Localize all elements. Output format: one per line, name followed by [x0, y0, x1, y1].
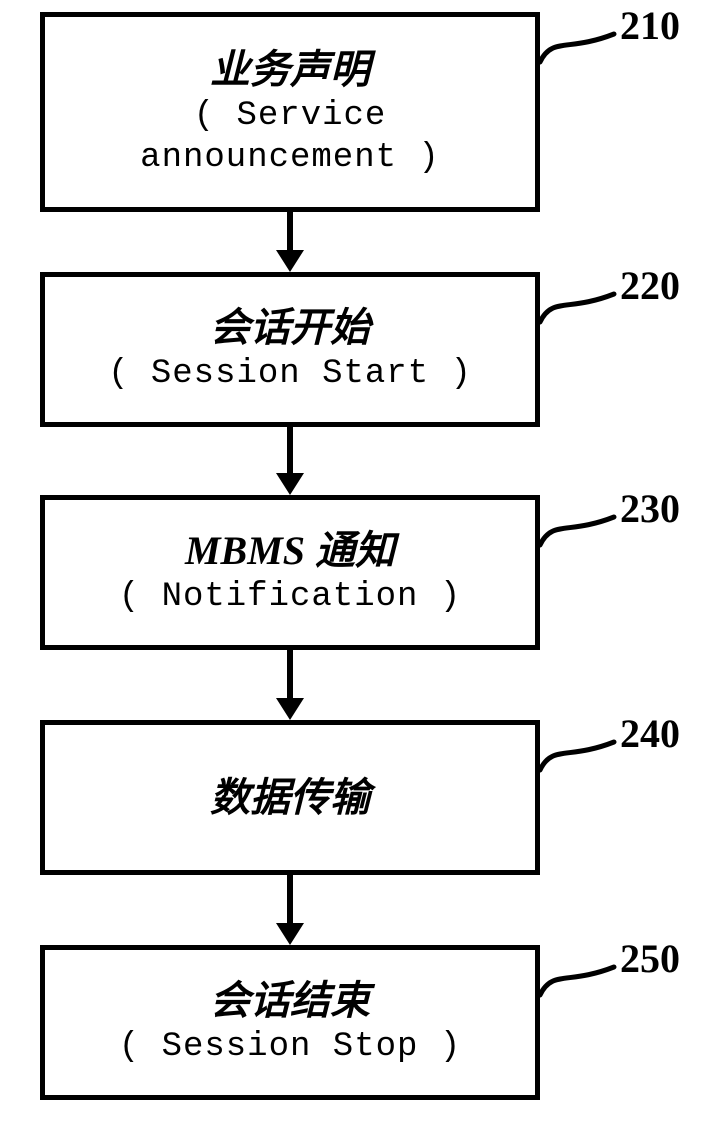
data-transfer-label-cn: 数据传输 — [210, 773, 370, 823]
service-announcement-label-cn: 业务声明 — [210, 45, 370, 95]
session-stop-label-cn: 会话结束 — [210, 976, 370, 1026]
data-transfer-ref: 240 — [620, 710, 680, 757]
arrow-3-shaft — [287, 650, 293, 698]
session-stop-box: 会话结束( Session Stop ) — [40, 945, 540, 1100]
session-stop-ref: 250 — [620, 935, 680, 982]
mbms-notification-label-cn: MBMS 通知 — [185, 526, 395, 576]
mbms-notification-label-en-0: ( Notification ) — [119, 576, 461, 619]
session-start-label-cn: 会话开始 — [210, 303, 370, 353]
data-transfer-box: 数据传输 — [40, 720, 540, 875]
arrow-2-head — [276, 473, 304, 495]
arrow-1-head — [276, 250, 304, 272]
arrow-2-shaft — [287, 427, 293, 473]
service-announcement-label-en-0: ( Service — [194, 95, 387, 138]
arrow-3-head — [276, 698, 304, 720]
service-announcement-ref: 210 — [620, 2, 680, 49]
session-stop-label-en-0: ( Session Stop ) — [119, 1026, 461, 1069]
session-start-box: 会话开始( Session Start ) — [40, 272, 540, 427]
arrow-1-shaft — [287, 212, 293, 250]
session-start-label-en-0: ( Session Start ) — [108, 353, 472, 396]
service-announcement-label-en-1: announcement ) — [140, 137, 440, 180]
arrow-4-shaft — [287, 875, 293, 923]
mbms-notification-box: MBMS 通知( Notification ) — [40, 495, 540, 650]
mbms-notification-ref: 230 — [620, 485, 680, 532]
arrow-4-head — [276, 923, 304, 945]
session-start-ref: 220 — [620, 262, 680, 309]
service-announcement-box: 业务声明( Serviceannouncement ) — [40, 12, 540, 212]
